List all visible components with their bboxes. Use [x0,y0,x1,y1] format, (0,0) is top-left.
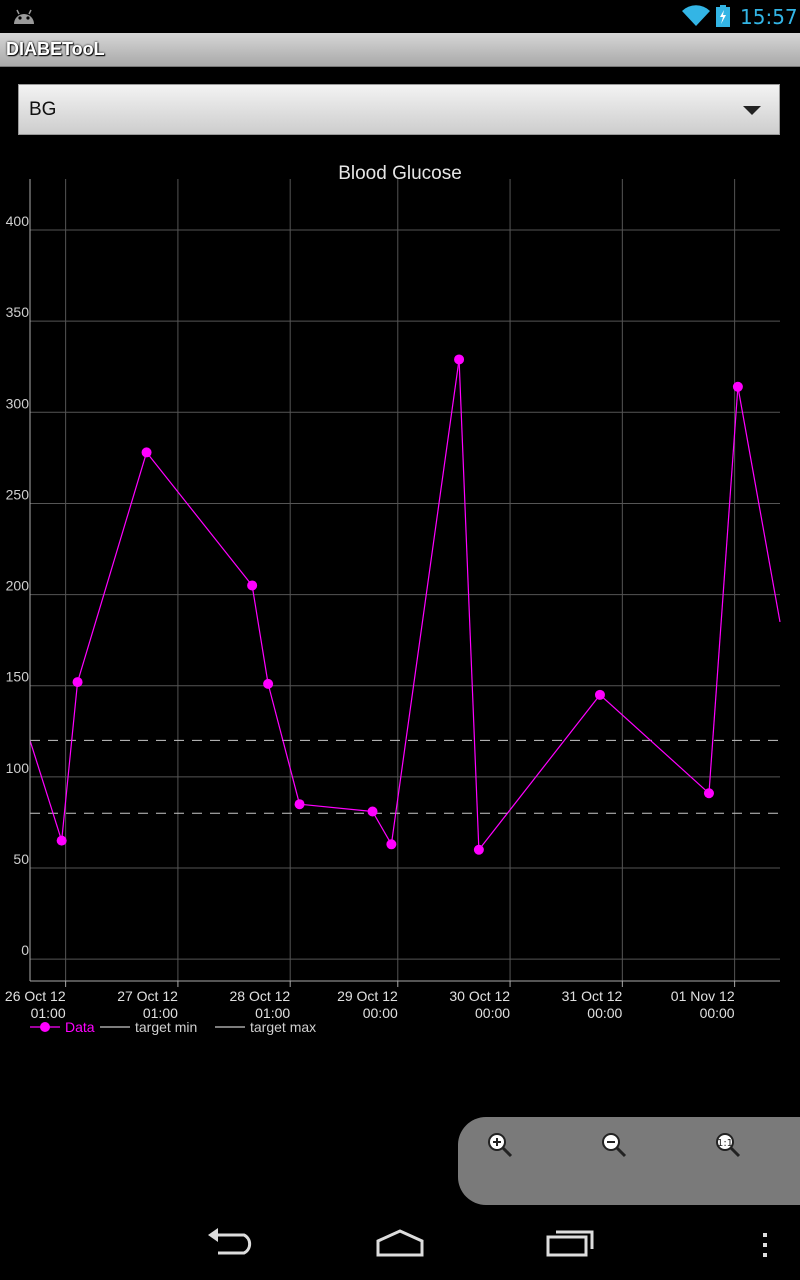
android-icon [14,9,34,24]
x-tick-label: 30 Oct 12 [449,988,510,1004]
y-tick-label: 100 [6,760,30,776]
zoom-in-icon[interactable] [486,1131,514,1159]
data-line-segment [146,452,253,586]
home-icon[interactable] [374,1227,426,1259]
y-tick-label: 50 [13,851,29,867]
y-tick-label: 300 [6,395,30,411]
wifi-icon [682,5,710,27]
navigation-bar [0,1205,800,1280]
data-point[interactable] [454,354,465,365]
x-tick-label: 27 Oct 12 [117,988,178,1004]
svg-text:1:1: 1:1 [717,1138,733,1149]
spinner-selected-value: BG [29,99,57,120]
data-point[interactable] [141,447,152,458]
data-line-segment [599,694,710,794]
y-tick-label: 200 [6,578,30,594]
blood-glucose-chart[interactable]: Blood Glucose 0 50 100 150 200 250 300 350 400 2… [0,150,800,1050]
legend-marker [40,1022,50,1032]
data-point[interactable] [263,678,274,689]
x-tick-label: 00:00 [363,1005,398,1021]
action-bar: DIABETooL [0,33,800,67]
x-tick-label: 28 Oct 12 [229,988,290,1004]
zoom-reset-icon[interactable]: 1:1 [714,1131,742,1159]
data-point[interactable] [473,844,484,855]
data-point[interactable] [386,839,397,850]
x-tick-label: 00:00 [475,1005,510,1021]
x-tick-label: 29 Oct 12 [337,988,398,1004]
data-line-segment [708,386,739,794]
data-line-segment [61,682,79,841]
back-icon[interactable] [204,1227,254,1257]
zoom-controls: 1:1 [458,1117,800,1205]
legend-label: Data [65,1019,95,1035]
data-line-segment [372,811,392,845]
data-point[interactable] [367,806,378,817]
x-tick-label: 31 Oct 12 [562,988,623,1004]
battery-icon [716,5,730,27]
dropdown-arrow-icon [743,106,761,115]
data-point[interactable] [56,835,67,846]
data-line-segment [390,359,460,845]
recents-icon[interactable] [546,1227,596,1259]
y-tick-label: 250 [6,486,30,502]
data-point[interactable] [294,799,305,810]
app-title: DIABETooL [6,39,105,59]
data-line-segment [251,585,269,684]
data-point[interactable] [247,580,258,591]
data-line-segment [737,386,781,623]
x-tick-label: 01 Nov 12 [671,988,735,1004]
data-line-segment [458,359,480,850]
legend-label: target min [135,1019,197,1035]
chart-type-spinner[interactable]: BG [18,84,780,135]
data-line-segment [478,694,601,851]
data-point[interactable] [594,689,605,700]
chart-title: Blood Glucose [338,163,462,184]
y-tick-label: 150 [6,669,30,685]
data-point[interactable] [703,788,714,799]
zoom-out-icon[interactable] [600,1131,628,1159]
status-bar: 15:57 [0,0,800,33]
data-point[interactable] [732,381,743,392]
data-line-segment [267,683,301,805]
x-tick-label: 01:00 [31,1005,66,1021]
chart-legend: Data target min target max [30,1019,316,1035]
clock: 15:57 [740,5,798,29]
data-line-segment [29,740,63,841]
x-tick-label: 00:00 [700,1005,735,1021]
data-line-segment [299,803,373,813]
legend-label: target max [250,1019,316,1035]
menu-icon[interactable] [760,1231,770,1259]
y-tick-label: 350 [6,304,30,320]
data-point[interactable] [72,677,83,688]
x-tick-label: 01:00 [255,1005,290,1021]
x-tick-label: 00:00 [587,1005,622,1021]
y-tick-label: 400 [6,213,30,229]
data-line-segment [76,452,148,683]
y-tick-label: 0 [21,942,29,958]
x-tick-label: 26 Oct 12 [5,988,66,1004]
x-tick-label: 01:00 [143,1005,178,1021]
